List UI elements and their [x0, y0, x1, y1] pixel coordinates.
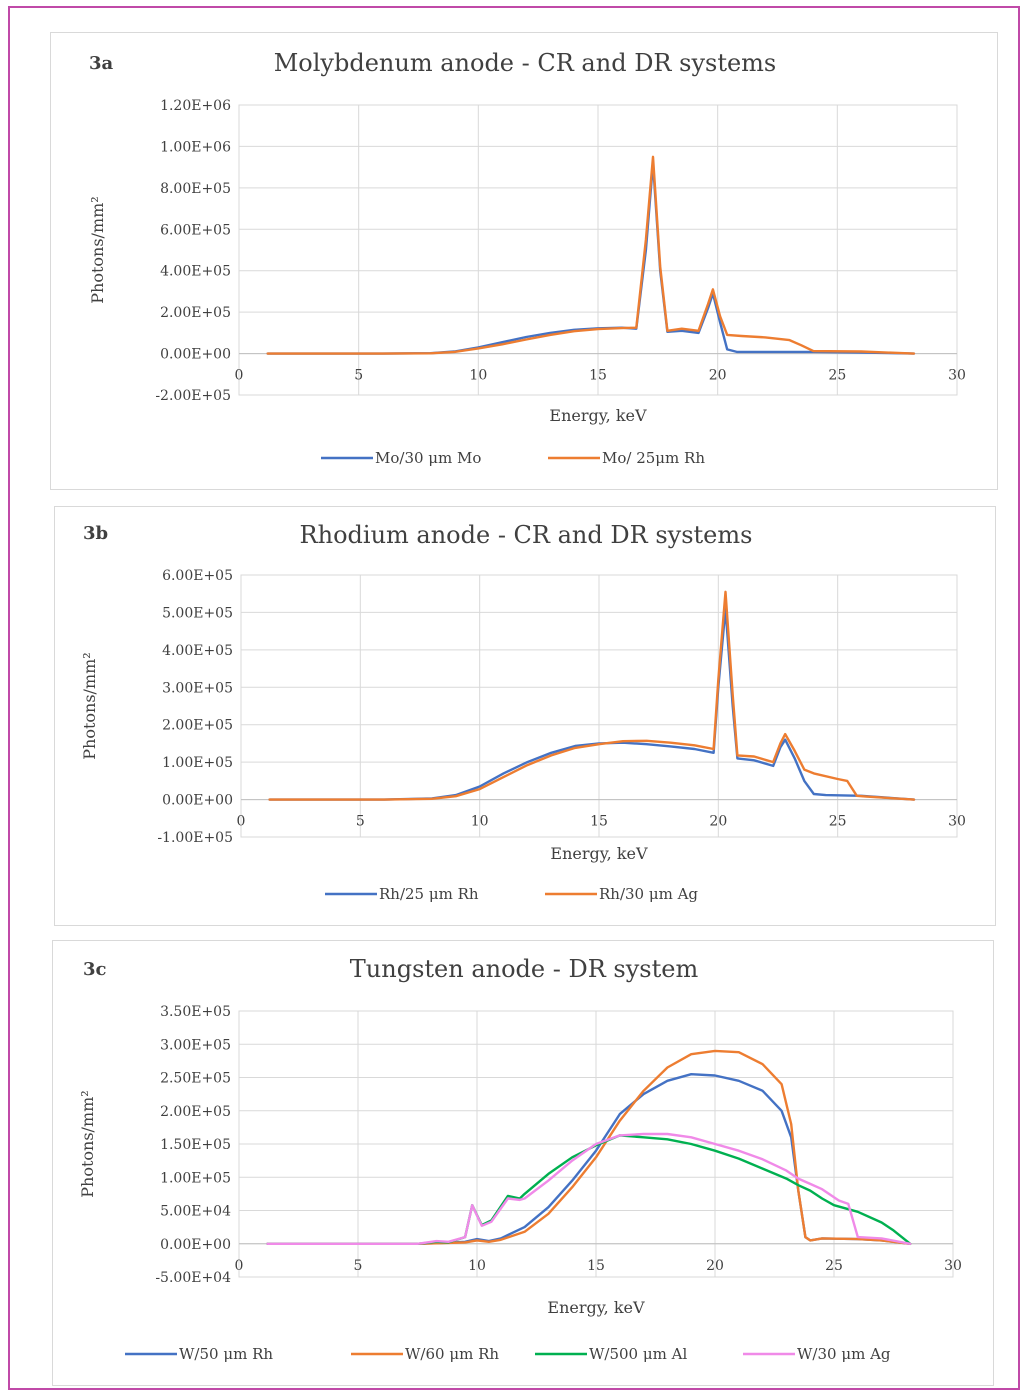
- y-tick-label: 2.00E+05: [162, 718, 233, 734]
- y-tick-label: 2.00E+05: [160, 305, 231, 321]
- y-tick-label: 2.00E+05: [160, 1104, 231, 1120]
- y-tick-label: 3.00E+05: [162, 680, 233, 696]
- chart-panel-3b: 3b Rhodium anode - CR and DR systems -1.…: [54, 506, 996, 926]
- chart-svg: -5.00E+04 0.00E+00 5.00E+04 1.00E+05 1.50E+0…: [78, 1004, 962, 1363]
- x-tick-label: 15: [590, 814, 608, 830]
- x-tick-label: 25: [825, 1258, 843, 1274]
- x-tick-label: 20: [709, 368, 727, 384]
- y-tick-label: 3.00E+05: [160, 1037, 231, 1053]
- chart-title: Rhodium anode - CR and DR systems: [299, 521, 753, 549]
- legend-entry: Mo/ 25μm Rh: [602, 449, 705, 467]
- chart-title: Tungsten anode - DR system: [349, 955, 699, 983]
- x-tick-label: 15: [589, 368, 607, 384]
- series-line: [266, 1049, 912, 1245]
- y-axis-title: Photons/mm²: [88, 196, 107, 303]
- y-tick-label: 5.00E+05: [162, 605, 233, 621]
- x-tick-label: 5: [354, 368, 363, 384]
- x-tick-label: 0: [235, 1258, 244, 1274]
- y-tick-label: 8.00E+05: [160, 181, 231, 197]
- legend-entry: Rh/30 μm Ag: [599, 885, 698, 903]
- y-tick-label: 0.00E+00: [160, 347, 231, 363]
- legend-entry: W/50 μm Rh: [179, 1345, 273, 1363]
- x-tick-label: 20: [706, 1258, 724, 1274]
- series-line: [266, 1134, 912, 1245]
- x-tick-label: 30: [948, 814, 966, 830]
- y-tick-label: -1.00E+05: [157, 830, 233, 846]
- x-tick-label: 10: [469, 368, 487, 384]
- legend-entry: Rh/25 μm Rh: [379, 885, 479, 903]
- series-line: [266, 1072, 912, 1245]
- y-tick-label: 0.00E+00: [160, 1237, 231, 1253]
- y-tick-label: -5.00E+04: [155, 1270, 231, 1286]
- x-tick-label: 10: [471, 814, 489, 830]
- y-tick-label: -2.00E+05: [155, 388, 231, 404]
- y-tick-label: 1.50E+05: [160, 1137, 231, 1153]
- x-tick-label: 10: [468, 1258, 486, 1274]
- chart-panel-3c: 3c Tungsten anode - DR system -5.00E+04 0…: [52, 940, 994, 1386]
- y-tick-label: 6.00E+05: [160, 222, 231, 238]
- x-tick-label: 0: [235, 368, 244, 384]
- x-axis-title: Energy, keV: [547, 1298, 645, 1317]
- y-axis-title: Photons/mm²: [78, 1090, 97, 1197]
- y-tick-label: 1.00E+05: [160, 1170, 231, 1186]
- y-tick-label: 1.00E+06: [160, 139, 231, 155]
- figure-frame: [8, 6, 1020, 1390]
- x-tick-label: 15: [587, 1258, 605, 1274]
- panel-label: 3b: [83, 523, 109, 544]
- x-tick-label: 5: [356, 814, 365, 830]
- y-tick-label: 4.00E+05: [162, 643, 233, 659]
- legend-entry: W/30 μm Ag: [797, 1345, 891, 1363]
- panel-label: 3a: [89, 53, 114, 74]
- x-tick-label: 5: [354, 1258, 363, 1274]
- series-line: [266, 1132, 912, 1245]
- x-tick-label: 25: [828, 368, 846, 384]
- legend-entry: W/500 μm Al: [589, 1345, 687, 1363]
- y-tick-label: 0.00E+00: [162, 793, 233, 809]
- x-tick-label: 30: [948, 368, 966, 384]
- chart-panel-3a: 3a Molybdenum anode - CR and DR systems …: [50, 32, 998, 490]
- chart-title: Molybdenum anode - CR and DR systems: [273, 49, 777, 77]
- y-tick-label: 6.00E+05: [162, 568, 233, 584]
- y-tick-label: 1.20E+06: [160, 98, 231, 114]
- x-tick-label: 30: [944, 1258, 962, 1274]
- x-axis-title: Energy, keV: [549, 406, 647, 425]
- y-tick-label: 3.50E+05: [160, 1004, 231, 1020]
- series-line: [266, 161, 916, 355]
- y-tick-label: 2.50E+05: [160, 1071, 231, 1087]
- y-tick-label: 1.00E+05: [162, 755, 233, 771]
- legend-entry: W/60 μm Rh: [405, 1345, 499, 1363]
- x-tick-label: 0: [237, 814, 246, 830]
- y-tick-label: 5.00E+04: [160, 1204, 231, 1220]
- legend-entry: Mo/30 μm Mo: [375, 449, 481, 467]
- series-line: [268, 590, 916, 801]
- y-tick-label: 4.00E+05: [160, 264, 231, 280]
- x-tick-label: 20: [709, 814, 727, 830]
- x-tick-label: 25: [829, 814, 847, 830]
- x-axis-title: Energy, keV: [550, 844, 648, 863]
- chart-svg: -1.00E+05 0.00E+00 1.00E+05 2.00E+05 3.00E+0…: [80, 568, 966, 903]
- y-axis-title: Photons/mm²: [80, 652, 99, 759]
- panel-label: 3c: [83, 959, 107, 980]
- series-line: [266, 155, 916, 355]
- chart-svg: -2.00E+05 0.00E+00 2.00E+05 4.00E+05 6.00E+0…: [88, 98, 966, 467]
- series-line: [268, 607, 916, 801]
